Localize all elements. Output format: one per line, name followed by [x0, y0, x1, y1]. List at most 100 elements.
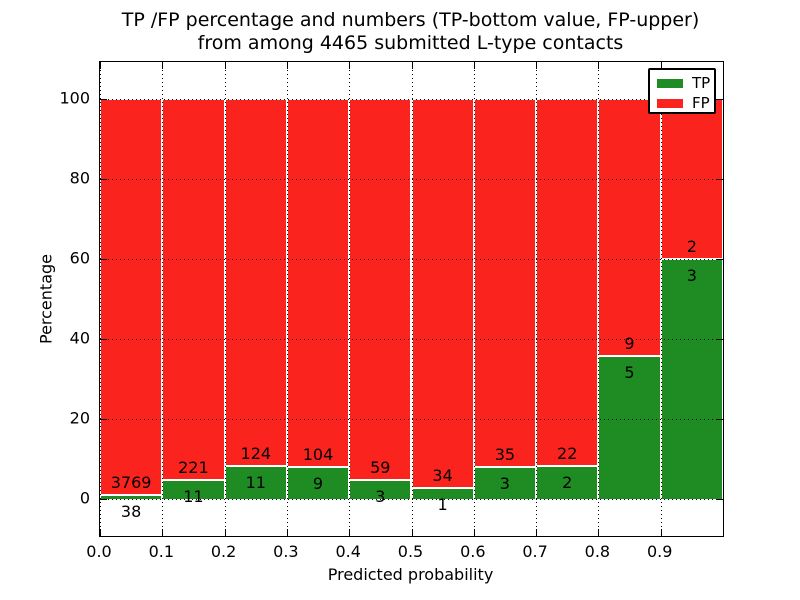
x-gridline — [536, 62, 538, 536]
x-tick-bottom — [411, 529, 413, 536]
legend-swatch-TP — [657, 78, 683, 88]
fp-bar-0.6-0.7 — [473, 99, 537, 468]
tp-count-label: 11 — [245, 473, 266, 493]
x-gridline — [473, 62, 475, 536]
y-gridline — [100, 419, 723, 420]
y-tick-left — [100, 339, 107, 340]
x-gridline — [660, 62, 662, 536]
tp-count-label: 11 — [183, 487, 204, 506]
fp-bar-0.8-0.9 — [598, 99, 661, 357]
x-tick-label: 0.0 — [86, 542, 112, 561]
fp-count-label: 22 — [557, 443, 578, 463]
legend-entry-FP: FP — [657, 93, 714, 113]
x-gridline — [162, 62, 164, 536]
y-tick-right — [716, 419, 723, 420]
y-gridline — [100, 339, 723, 340]
y-tick-left — [100, 419, 107, 420]
y-tick-right — [716, 339, 723, 340]
x-tick-bottom — [162, 529, 164, 536]
x-tick-top — [660, 62, 662, 69]
x-tick-bottom — [473, 529, 475, 536]
x-gridline — [349, 62, 351, 536]
x-tick-label: 0.5 — [397, 542, 424, 561]
tp-count-label: 3 — [499, 474, 510, 494]
tp-bar-0.3-0.4 — [286, 467, 350, 499]
tp-count-label: 3 — [375, 486, 386, 506]
x-tick-label: 0.3 — [273, 542, 299, 561]
y-tick-left — [100, 499, 107, 500]
x-tick-top — [100, 62, 101, 69]
tp-bar-0.8-0.9 — [598, 356, 661, 499]
fp-count-label: 35 — [494, 445, 516, 465]
fp-count-label: 104 — [302, 445, 334, 465]
fp-count-label: 2 — [686, 237, 697, 256]
legend-entry-TP: TP — [657, 73, 714, 93]
y-gridline — [100, 259, 723, 260]
tp-bar-0.9-1.0 — [660, 259, 723, 499]
fp-count-label: 9 — [624, 334, 635, 354]
x-tick-bottom — [286, 529, 288, 536]
y-tick-label: 0 — [79, 488, 90, 508]
fp-bar-0.2-0.3 — [224, 99, 287, 467]
x-tick-bottom — [100, 529, 101, 536]
x-tick-label: 0.4 — [335, 542, 361, 561]
y-tick-left — [100, 179, 107, 180]
x-gridline — [598, 62, 600, 536]
y-tick-label: 20 — [69, 408, 90, 428]
y-gridline — [100, 499, 723, 500]
x-tick-label: 0.2 — [210, 542, 237, 561]
x-tick-top — [162, 62, 164, 69]
fp-count-label: 124 — [240, 444, 272, 464]
fp-count-label: 3769 — [110, 473, 152, 492]
y-tick-label: 100 — [59, 88, 90, 108]
x-tick-bottom — [349, 529, 351, 536]
y-tick-label: 60 — [69, 248, 90, 268]
tp-bar-0.7-0.8 — [536, 465, 599, 499]
tp-count-label: 3 — [686, 266, 697, 285]
x-tick-label: 0.6 — [460, 542, 486, 561]
x-tick-top — [349, 62, 351, 69]
fp-bar-0.1-0.2 — [162, 99, 225, 480]
legend-label-TP: TP — [692, 73, 711, 92]
fp-count-label: 59 — [370, 457, 391, 477]
x-axis-label: Predicted probability — [327, 565, 494, 584]
y-tick-left — [100, 99, 107, 100]
x-tick-top — [598, 62, 600, 69]
x-tick-bottom — [660, 529, 662, 536]
tp-count-label: 9 — [312, 474, 324, 494]
x-gridline — [411, 62, 413, 536]
legend: TP FP — [648, 68, 716, 114]
tp-bar-0.6-0.7 — [473, 467, 537, 499]
fp-bar-0.5-0.6 — [411, 99, 474, 488]
fp-count-label: 34 — [432, 465, 453, 485]
x-tick-label: 0.1 — [148, 542, 175, 561]
fp-count-label: 221 — [178, 458, 209, 477]
x-tick-bottom — [598, 529, 600, 536]
fp-bar-0.4-0.5 — [349, 99, 412, 480]
tp-bar-0.2-0.3 — [224, 466, 287, 499]
x-gridline — [224, 62, 226, 536]
x-tick-label: 0.7 — [522, 542, 548, 561]
x-tick-top — [473, 62, 475, 69]
chart-title: TP /FP percentage and numbers (TP-bottom… — [99, 9, 722, 55]
legend-label-FP: FP — [692, 93, 710, 112]
y-gridline — [100, 179, 723, 180]
y-tick-right — [716, 179, 723, 180]
x-tick-bottom — [224, 529, 226, 536]
fp-bar-0.3-0.4 — [286, 99, 350, 468]
tp-count-label: 1 — [437, 494, 448, 514]
tp-count-label: 2 — [562, 472, 573, 492]
y-tick-right — [716, 259, 723, 260]
y-tick-right — [716, 499, 723, 500]
y-gridline — [100, 99, 723, 100]
chart-title-line2: from among 4465 submitted L-type contact… — [197, 32, 624, 54]
fp-bar-0.7-0.8 — [536, 99, 599, 466]
x-tick-label: 0.8 — [584, 542, 611, 561]
y-tick-right — [716, 99, 723, 100]
y-tick-label: 40 — [69, 328, 90, 348]
plot-area: 3769 38 221 11 124 11 104 9 59 3 34 1 35 3 22 2 9 5 2 3 TP FP — [99, 61, 724, 537]
x-tick-top — [411, 62, 413, 69]
legend-swatch-FP — [657, 98, 683, 108]
tp-count-label: 38 — [120, 502, 142, 521]
